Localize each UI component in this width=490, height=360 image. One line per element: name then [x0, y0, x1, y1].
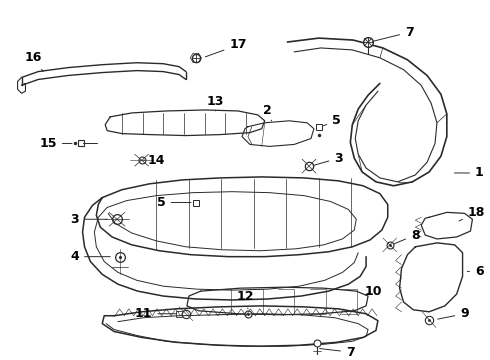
Text: 18: 18 — [459, 206, 485, 221]
Text: 12: 12 — [236, 289, 254, 309]
Text: 17: 17 — [205, 39, 247, 57]
Text: 8: 8 — [394, 229, 419, 244]
Text: 2: 2 — [263, 104, 272, 121]
Text: 11: 11 — [135, 307, 176, 320]
Text: 1: 1 — [455, 166, 484, 180]
Text: 16: 16 — [24, 51, 43, 72]
Text: 4: 4 — [70, 250, 110, 263]
Text: 3: 3 — [71, 213, 107, 226]
Text: 13: 13 — [207, 95, 224, 111]
Text: 10: 10 — [364, 285, 382, 298]
Text: 3: 3 — [314, 152, 343, 165]
Text: 7: 7 — [319, 346, 355, 359]
Text: 5: 5 — [157, 196, 191, 209]
Text: 5: 5 — [323, 114, 341, 127]
Text: 7: 7 — [373, 26, 414, 41]
Text: 9: 9 — [438, 307, 469, 320]
Text: 15: 15 — [39, 137, 72, 150]
Text: 14: 14 — [144, 154, 165, 167]
Text: 6: 6 — [467, 265, 484, 278]
